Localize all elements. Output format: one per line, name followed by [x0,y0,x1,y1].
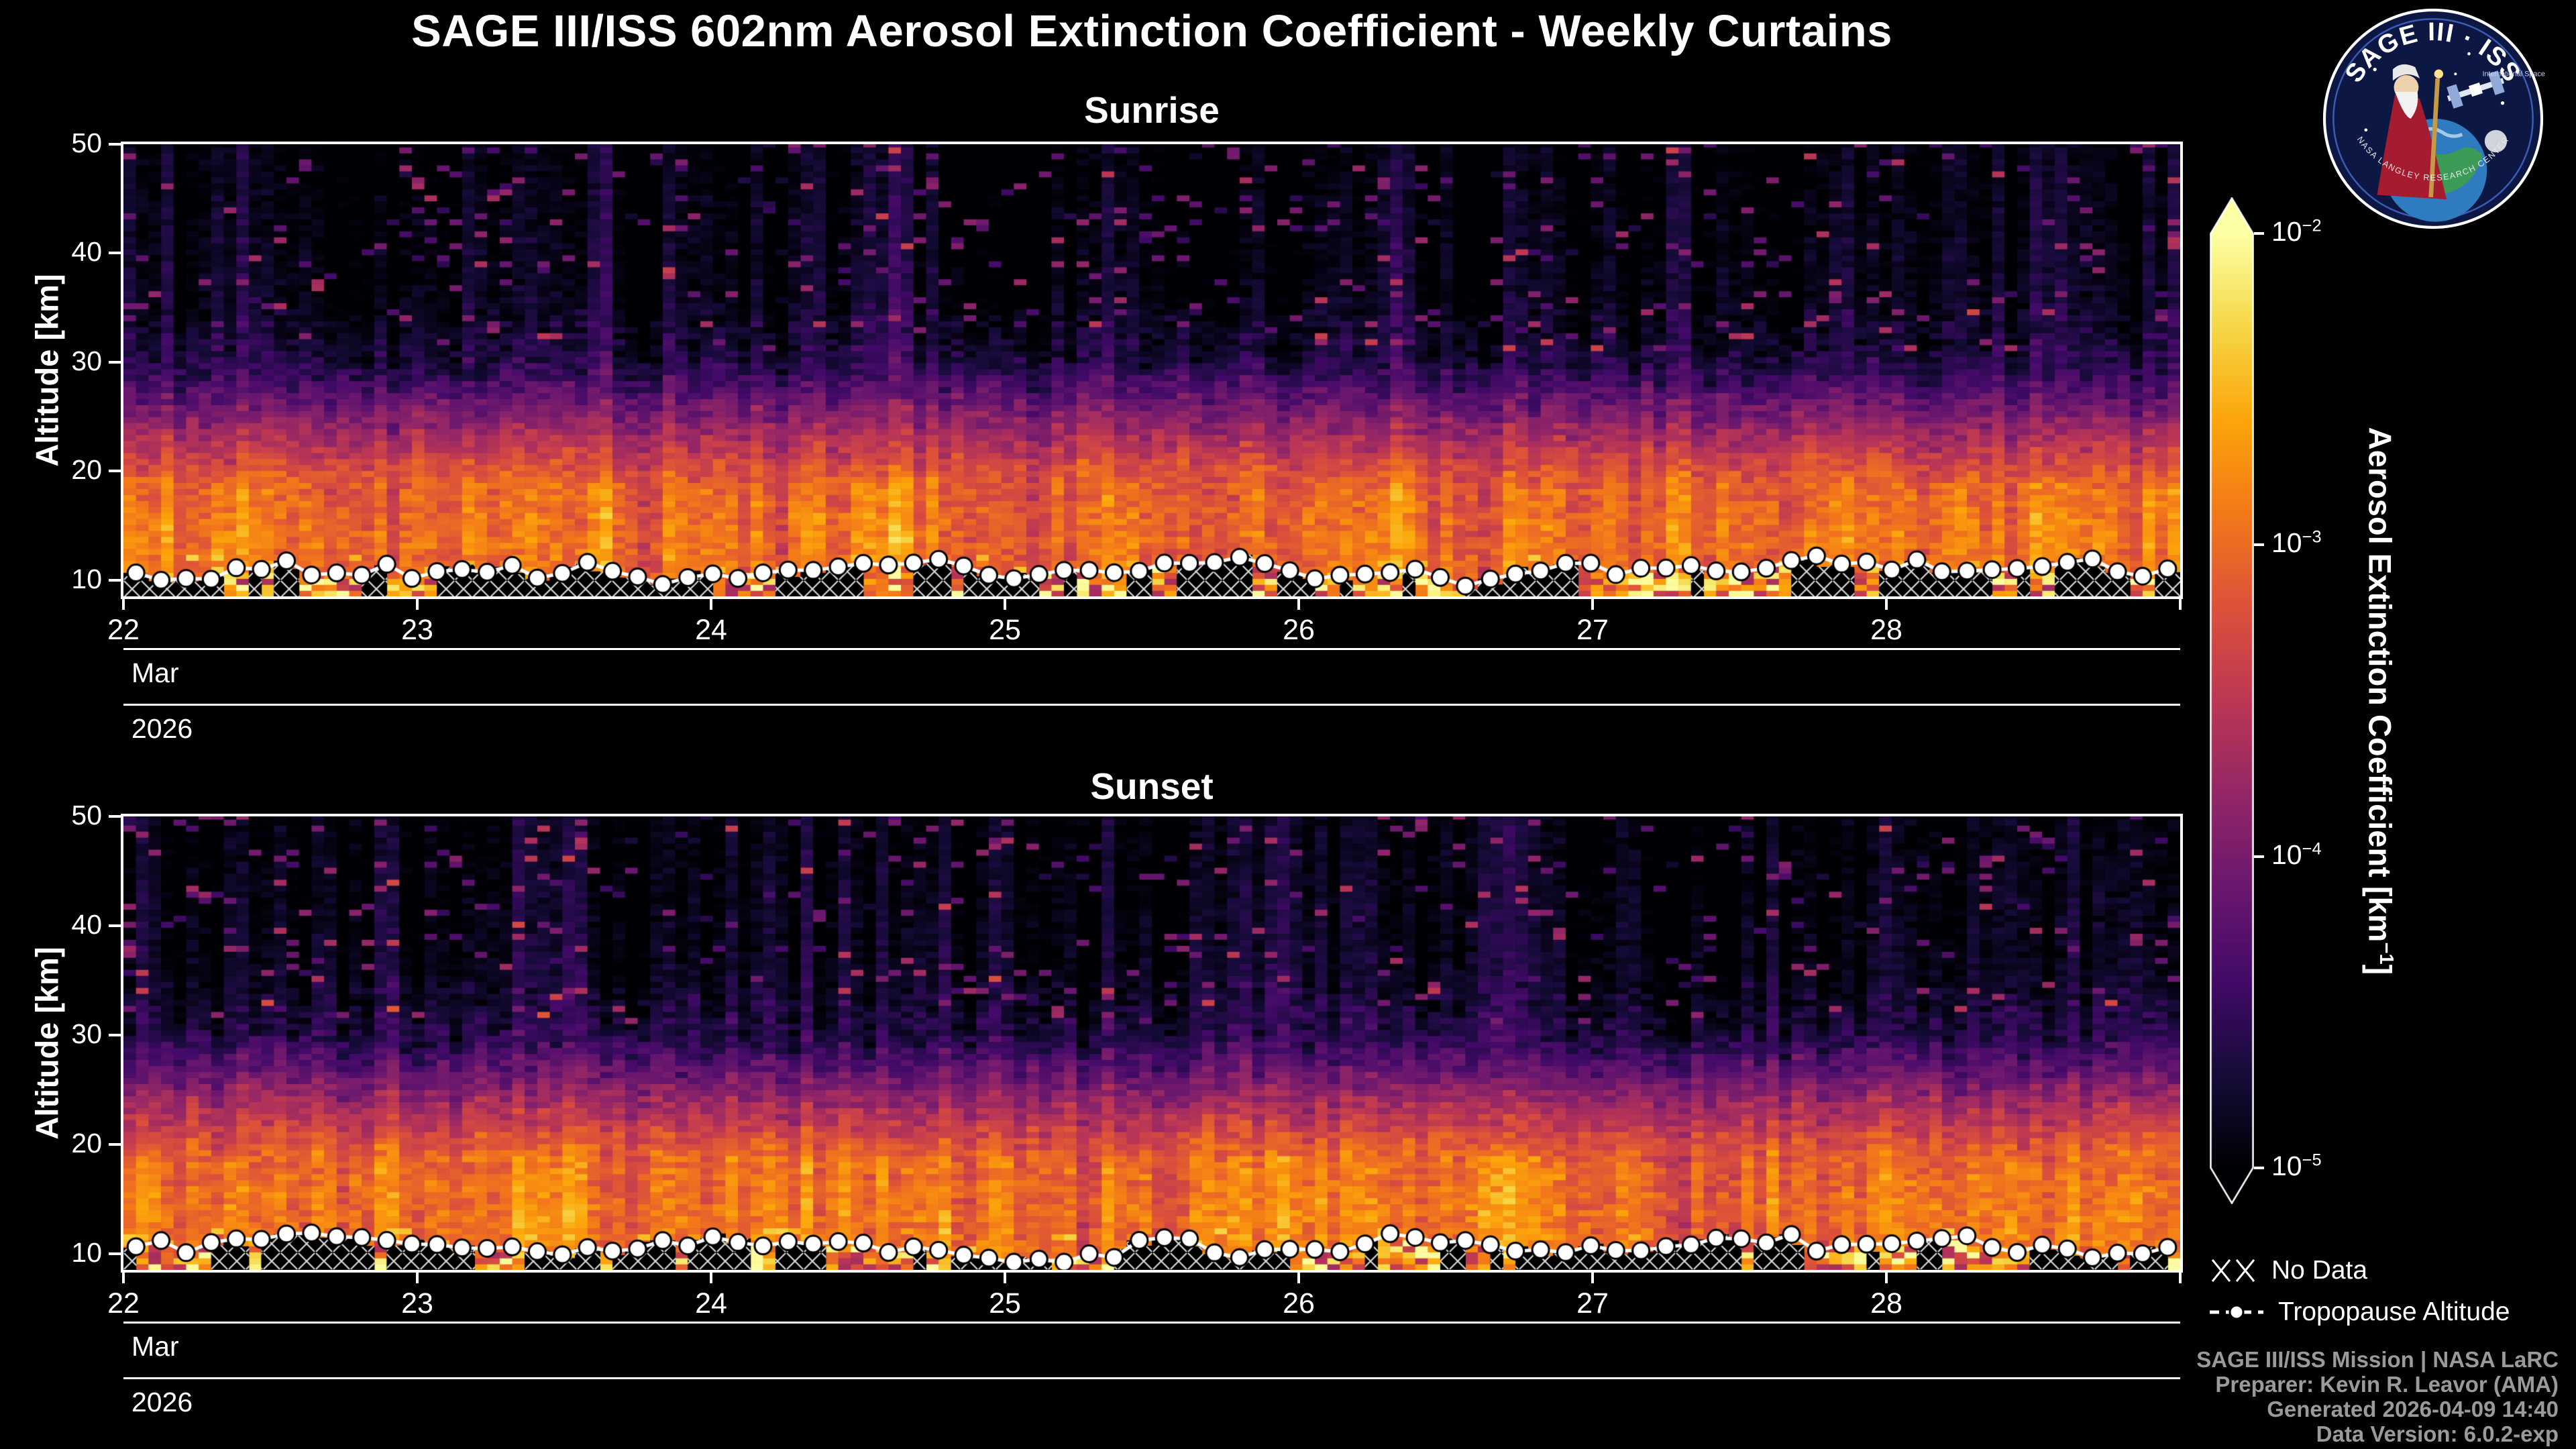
x-tick-mark [122,1273,125,1283]
year-label: 2026 [131,1387,193,1417]
mission-patch-logo: SAGE III · ISS International Space Stati… [2322,8,2545,229]
date-axis-line [123,704,2180,706]
sunset-curtain-heatmap [123,816,2180,1270]
y-tick-label: 10 [71,563,102,594]
y-tick-label: 30 [71,1018,102,1049]
legend-tropopause-label: Tropopause Altitude [2278,1297,2510,1326]
x-tick-mark [122,599,125,610]
sunset-panel-title: Sunset [1090,765,1214,807]
y-tick-mark [109,143,121,146]
sunrise-panel-title: Sunrise [1084,89,1220,131]
x-tick-label: 23 [401,614,433,646]
y-tick-label: 10 [71,1236,102,1268]
legend-no-data-label: No Data [2271,1256,2368,1285]
colorbar-label: Aerosol Extinction Coefficient [km−1] [2362,427,2398,975]
x-tick-label: 26 [1283,614,1315,646]
sunrise-curtain-heatmap [123,144,2180,596]
x-tick-mark [416,1273,419,1283]
y-tick-label: 20 [71,1127,102,1159]
x-tick-mark [2179,1273,2182,1283]
y-tick-label: 50 [71,800,102,830]
moon-icon [2484,129,2508,153]
credits-block: SAGE III/ISS Mission | NASA LaRC Preparer… [2196,1347,2559,1446]
date-axis-line [123,648,2180,650]
credit-line: Generated 2026-04-09 14:40 [2267,1397,2559,1421]
date-axis-line [123,1322,2180,1324]
colorbar-tick-mark [2254,543,2264,547]
month-label: Mar [131,1331,179,1362]
x-tick-mark [710,599,712,610]
tropopause-line-icon [2210,1304,2263,1320]
y-tick-mark [109,924,121,927]
y-tick-label: 30 [71,345,102,376]
x-tick-mark [1591,1273,1594,1283]
x-tick-mark [416,599,419,610]
no-data-hatch-icon [2211,1259,2255,1282]
x-tick-mark [1297,1273,1300,1283]
y-tick-mark [109,252,121,255]
x-tick-mark [1004,599,1006,610]
x-tick-label: 23 [401,1287,433,1320]
x-tick-label: 28 [1870,1287,1902,1320]
colorbar [2210,197,2254,1204]
year-label: 2026 [131,713,193,744]
x-tick-mark [1885,1273,1888,1283]
x-tick-label: 22 [107,1287,140,1320]
x-tick-mark [1885,599,1888,610]
x-tick-label: 26 [1283,1287,1315,1320]
page-title: SAGE III/ISS 602nm Aerosol Extinction Co… [411,6,1892,56]
sunrise-plot-frame [121,142,2183,599]
x-tick-mark [1297,599,1300,610]
x-tick-label: 25 [989,614,1021,646]
credit-line: SAGE III/ISS Mission | NASA LaRC [2196,1347,2559,1372]
x-tick-mark [1591,599,1594,610]
legend-no-data: No Data [2208,1254,2367,1287]
x-tick-mark [710,1273,712,1283]
iss-icon [2447,70,2505,109]
y-tick-mark [109,578,121,582]
y-tick-mark [109,815,121,818]
y-tick-mark [109,1033,121,1036]
x-tick-label: 27 [1576,1287,1609,1320]
y-tick-label: 50 [71,127,102,158]
x-tick-label: 27 [1576,614,1609,646]
colorbar-tick-label: 10−2 [2271,216,2322,247]
y-tick-label: 40 [71,908,102,940]
colorbar-tick-label: 10−3 [2271,527,2322,559]
wizard-icon [2377,64,2447,200]
colorbar-tick-mark [2254,855,2264,858]
y-tick-mark [109,360,121,364]
credit-line: Preparer: Kevin R. Leavor (AMA) [2215,1372,2559,1397]
x-tick-mark [2179,599,2182,610]
x-tick-mark [1004,1273,1006,1283]
colorbar-tick-mark [2254,232,2264,235]
x-tick-label: 28 [1870,614,1902,646]
patch-subtitle-text: International Space Station [2482,70,2545,78]
legend-tropopause: Tropopause Altitude [2208,1296,2510,1328]
patch-artwork [2364,52,2508,222]
y-tick-mark [109,1252,121,1255]
sunset-plot-frame [121,814,2183,1273]
date-axis-line [123,1377,2180,1379]
y-tick-label: 40 [71,236,102,268]
colorbar-tick-mark [2254,1166,2264,1169]
x-tick-label: 25 [989,1287,1021,1320]
x-tick-label: 22 [107,614,140,646]
x-tick-label: 24 [695,1287,727,1320]
colorbar-tick-label: 10−4 [2271,839,2322,870]
y-tick-mark [109,1142,121,1146]
colorbar-tick-label: 10−5 [2271,1150,2322,1181]
month-label: Mar [131,657,179,688]
y-tick-label: 20 [71,454,102,486]
x-tick-label: 24 [695,614,727,646]
credit-line: Data Version: 6.0.2-exp [2316,1421,2559,1446]
y-tick-mark [109,470,121,473]
